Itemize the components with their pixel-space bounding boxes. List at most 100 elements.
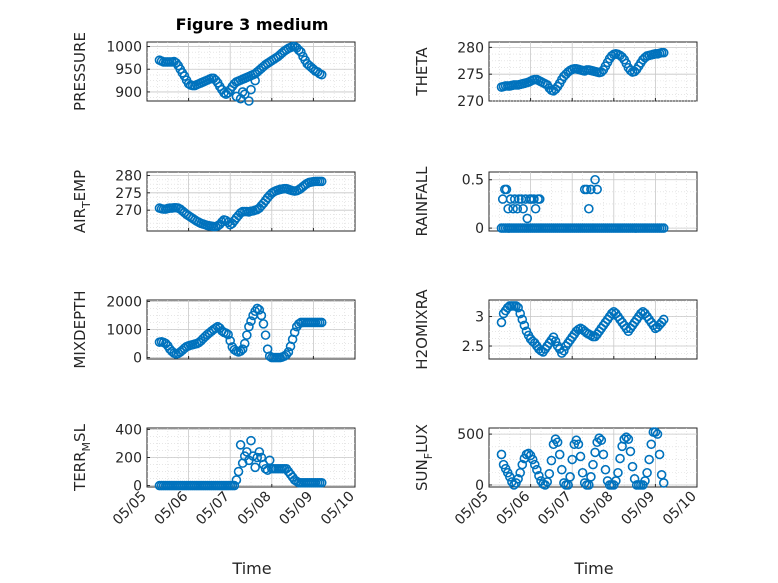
y-tick-label: 0.5 xyxy=(462,173,484,189)
data-point xyxy=(512,203,523,214)
data-point xyxy=(586,472,596,482)
data-point xyxy=(260,330,271,340)
data-point xyxy=(254,447,265,457)
y-axis-label: SUNFLUX xyxy=(413,424,435,491)
data-point xyxy=(233,466,244,477)
x-tick-label: 05/07 xyxy=(535,489,575,529)
x-tick-label: 05/08 xyxy=(235,489,275,529)
data-point xyxy=(530,203,541,214)
data-point xyxy=(252,452,263,463)
data-point xyxy=(229,480,240,491)
data-point xyxy=(522,213,533,224)
y-tick-label: 500 xyxy=(457,427,484,443)
data-point xyxy=(256,310,267,321)
data-point xyxy=(513,302,523,313)
data-point xyxy=(559,345,569,356)
panel-6: 0 200 400 05/05 05/06 05/07 05/08 05/09 05/10 TER… xyxy=(71,422,358,528)
data-point xyxy=(627,461,638,472)
y-tick-label: 400 xyxy=(115,422,142,438)
data-point xyxy=(623,434,634,444)
data-point xyxy=(550,336,561,347)
y-tick-label: 270 xyxy=(457,94,484,110)
y-tick-label: 280 xyxy=(115,168,142,184)
data-point xyxy=(503,203,513,214)
data-point xyxy=(588,459,598,470)
x-tick-label: 05/05 xyxy=(452,489,492,529)
data-point xyxy=(646,439,657,450)
data-point xyxy=(258,319,269,329)
data-point xyxy=(237,87,248,97)
figure-title: Figure 3 medium xyxy=(176,15,329,34)
data-point xyxy=(529,459,540,470)
y-tick-label: 1000 xyxy=(106,40,142,56)
data-point xyxy=(316,69,327,80)
panel-4: 0 1000 2000 MIXDEPTH xyxy=(71,290,356,369)
y-tick-label: 200 xyxy=(115,451,142,467)
y-tick-label: 275 xyxy=(115,186,142,202)
x-tick-label: 05/10 xyxy=(660,489,700,529)
y-tick-label: 2.5 xyxy=(462,339,484,355)
panel-3: 0 0.5 RAINFALL xyxy=(413,166,698,237)
y-tick-label: 0 xyxy=(133,479,142,495)
data-point xyxy=(316,317,327,328)
data-point xyxy=(223,329,233,340)
y-tick-label: 280 xyxy=(457,40,484,56)
data-point xyxy=(546,455,557,466)
y-axis-label: AIRTEMP xyxy=(71,170,93,233)
x-tick-label: 05/05 xyxy=(110,489,150,529)
y-tick-label: 3 xyxy=(475,310,484,326)
y-axis-label: THETA xyxy=(413,47,431,97)
data-point xyxy=(513,474,523,484)
data-point xyxy=(619,434,630,444)
data-point xyxy=(544,468,555,479)
x-tick-label: 05/07 xyxy=(193,489,233,529)
data-point xyxy=(658,314,669,325)
data-point xyxy=(244,321,254,332)
data-point xyxy=(584,203,594,214)
data-point xyxy=(617,52,627,62)
data-point xyxy=(527,454,538,465)
data-point xyxy=(552,437,563,448)
data-point xyxy=(590,174,600,185)
data-point xyxy=(254,305,265,315)
data-point xyxy=(658,478,669,488)
y-axis-label: TERRMSL xyxy=(71,423,93,492)
data-point xyxy=(217,217,227,227)
data-point xyxy=(621,432,632,442)
data-point xyxy=(573,439,584,450)
data-point xyxy=(592,184,602,195)
data-point xyxy=(518,203,528,214)
data-point xyxy=(598,449,609,460)
data-point xyxy=(316,477,327,488)
data-point xyxy=(554,449,565,460)
panel-1: 270 275 280 THETA xyxy=(413,40,698,110)
data-point xyxy=(509,194,520,204)
data-point xyxy=(615,453,625,464)
data-point xyxy=(650,427,661,437)
data-point xyxy=(529,194,539,204)
data-point xyxy=(600,464,611,475)
data-point xyxy=(244,96,254,106)
data-point xyxy=(250,75,260,86)
y-axis-label: RAINFALL xyxy=(413,166,431,237)
data-point xyxy=(501,184,512,195)
data-point xyxy=(250,462,260,473)
data-point xyxy=(581,184,592,195)
x-axis-label-left: Time xyxy=(231,559,271,578)
data-point xyxy=(517,314,528,325)
y-tick-label: 950 xyxy=(115,62,142,78)
data-point xyxy=(508,203,518,214)
data-point xyxy=(283,347,294,357)
data-point xyxy=(596,435,607,446)
data-point xyxy=(235,440,246,450)
panel-7: 0 500 05/05 05/06 05/07 05/08 05/09 05/10 SUNFLU… xyxy=(413,424,700,528)
data-point xyxy=(575,451,586,462)
y-axis-label: PRESSURE xyxy=(71,32,89,111)
data-point xyxy=(642,467,652,478)
panel-0: 900 950 1000 PRESSURE xyxy=(71,32,356,111)
data-point xyxy=(534,471,544,481)
data-point xyxy=(316,176,327,187)
y-tick-label: 900 xyxy=(115,85,142,101)
